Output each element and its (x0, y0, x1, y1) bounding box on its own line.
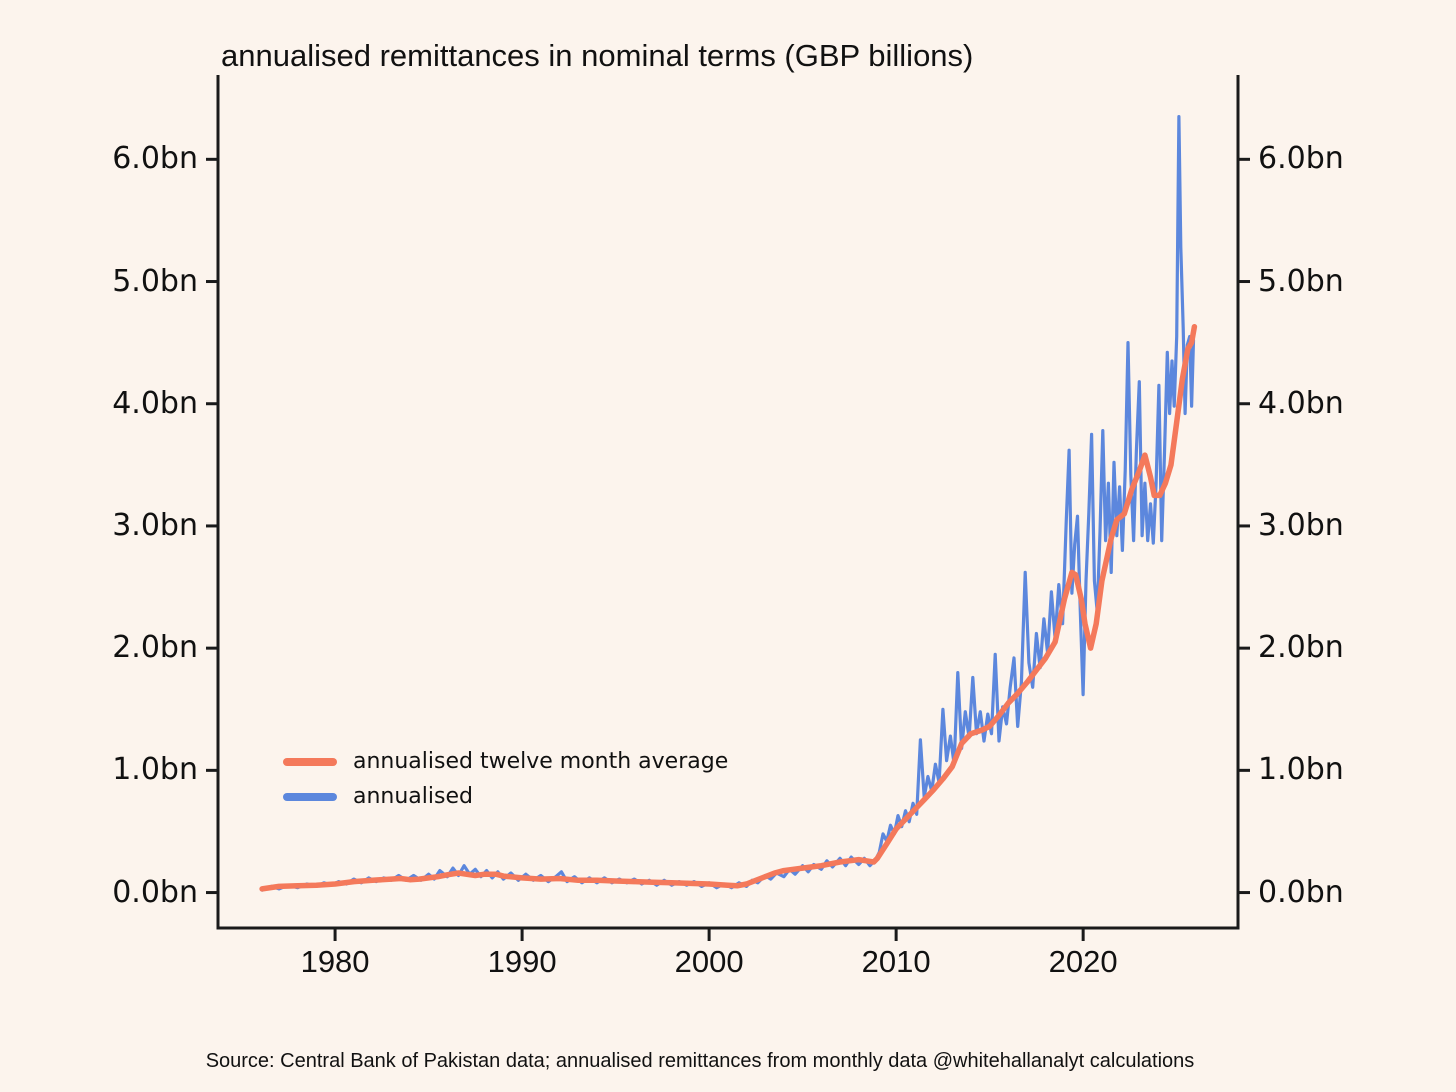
legend-label-average: annualised twelve month average (353, 749, 729, 774)
x-axis-tick-label: 2010 (861, 944, 931, 979)
series-line-annualised-twelve-month-average (259, 323, 1198, 892)
axis-spines (216, 75, 1240, 930)
x-axis-tick-label: 2020 (1048, 944, 1118, 979)
y-axis-tick-label-left: 3.0bn (112, 507, 198, 543)
y-axis-tick-label-right: 1.0bn (1258, 752, 1344, 788)
y-axis-tick-label-left: 5.0bn (112, 263, 198, 299)
x-axis-tick-label: 1980 (300, 944, 370, 979)
source-caption: Source: Central Bank of Pakistan data; a… (205, 1050, 1195, 1072)
y-axis-tick-label-right: 6.0bn (1258, 141, 1344, 177)
y-axis-tick-label-left: 1.0bn (112, 752, 198, 788)
x-axis-tick-label: 2000 (674, 944, 744, 979)
legend-item-annualised: annualised (283, 784, 728, 809)
y-axis-tick-label-right: 5.0bn (1258, 263, 1344, 299)
legend-swatch-annualised (283, 792, 337, 801)
y-axis-tick-label-left: 4.0bn (112, 385, 198, 421)
y-axis-tick-label-left: 0.0bn (112, 874, 198, 910)
y-axis-tick-label-right: 0.0bn (1258, 874, 1344, 910)
y-axis-tick-label-right: 3.0bn (1258, 507, 1344, 543)
legend-label-annualised: annualised (353, 784, 473, 809)
legend-item-average: annualised twelve month average (283, 749, 728, 774)
y-axis-tick-label-left: 2.0bn (112, 630, 198, 666)
legend: annualised twelve month average annualis… (283, 749, 728, 809)
x-axis-tick-label: 1990 (487, 944, 557, 979)
legend-swatch-average (283, 757, 337, 766)
y-axis-tick-label-left: 6.0bn (112, 141, 198, 177)
chart-title: annualised remittances in nominal terms … (221, 38, 974, 73)
y-axis-tick-label-right: 4.0bn (1258, 385, 1344, 421)
y-axis-tick-label-right: 2.0bn (1258, 630, 1344, 666)
